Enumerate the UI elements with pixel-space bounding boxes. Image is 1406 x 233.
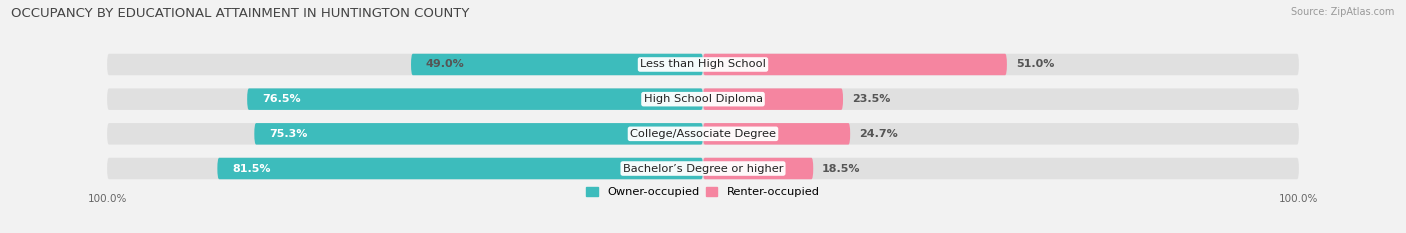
Text: 81.5%: 81.5% xyxy=(232,164,271,174)
FancyBboxPatch shape xyxy=(703,158,813,179)
FancyBboxPatch shape xyxy=(254,123,703,145)
Text: 51.0%: 51.0% xyxy=(1015,59,1054,69)
Text: 18.5%: 18.5% xyxy=(823,164,860,174)
FancyBboxPatch shape xyxy=(107,88,1299,110)
Text: Bachelor’s Degree or higher: Bachelor’s Degree or higher xyxy=(623,164,783,174)
Text: High School Diploma: High School Diploma xyxy=(644,94,762,104)
Text: Source: ZipAtlas.com: Source: ZipAtlas.com xyxy=(1291,7,1395,17)
FancyBboxPatch shape xyxy=(703,54,1007,75)
FancyBboxPatch shape xyxy=(703,123,851,145)
Text: OCCUPANCY BY EDUCATIONAL ATTAINMENT IN HUNTINGTON COUNTY: OCCUPANCY BY EDUCATIONAL ATTAINMENT IN H… xyxy=(11,7,470,20)
Text: 24.7%: 24.7% xyxy=(859,129,898,139)
Text: 23.5%: 23.5% xyxy=(852,94,890,104)
Text: 49.0%: 49.0% xyxy=(426,59,464,69)
FancyBboxPatch shape xyxy=(107,123,1299,145)
FancyBboxPatch shape xyxy=(247,88,703,110)
Text: College/Associate Degree: College/Associate Degree xyxy=(630,129,776,139)
FancyBboxPatch shape xyxy=(411,54,703,75)
FancyBboxPatch shape xyxy=(218,158,703,179)
Text: Less than High School: Less than High School xyxy=(640,59,766,69)
Text: 75.3%: 75.3% xyxy=(269,129,308,139)
FancyBboxPatch shape xyxy=(703,88,844,110)
FancyBboxPatch shape xyxy=(107,158,1299,179)
Legend: Owner-occupied, Renter-occupied: Owner-occupied, Renter-occupied xyxy=(586,187,820,197)
Text: 76.5%: 76.5% xyxy=(262,94,301,104)
FancyBboxPatch shape xyxy=(107,54,1299,75)
